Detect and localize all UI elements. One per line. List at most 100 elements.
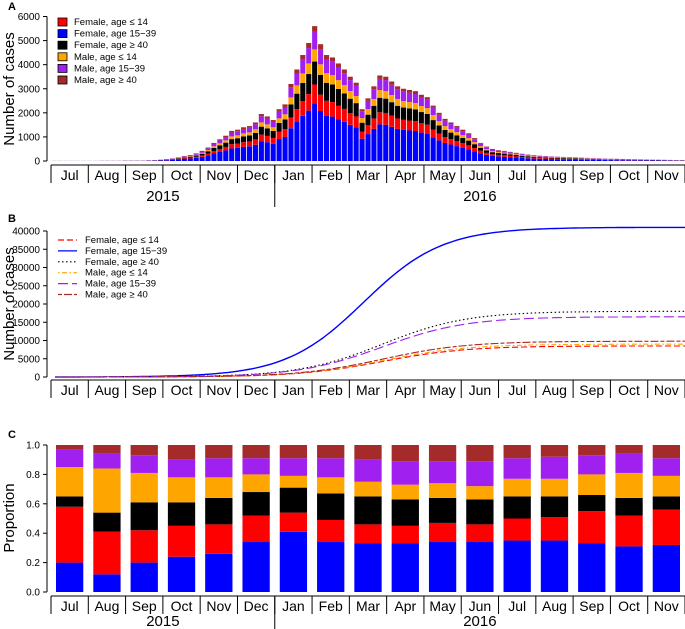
panel-a-bar-segment	[329, 61, 336, 76]
panel-a-bar-segment	[211, 150, 217, 154]
panel-a-bar-segment	[353, 96, 359, 104]
panel-c-bar-segment	[93, 445, 121, 454]
panel-a-bar-segment	[560, 159, 567, 161]
panel-a-bar-segment	[395, 86, 401, 90]
panel-c-bar-segment	[466, 542, 494, 592]
panel-a-bar-segment	[400, 107, 407, 120]
panel-a-bar-segment	[436, 133, 442, 141]
panel-a-bar-segment	[472, 148, 478, 152]
panel-a-bar-segment	[241, 133, 247, 137]
panel-a-bar-segment	[501, 156, 507, 161]
panel-a-bar-segment	[377, 97, 383, 113]
panel-a-bar-segment	[555, 159, 561, 161]
panel-a-bar-segment	[531, 156, 537, 158]
panel-a-bar-segment	[329, 84, 336, 103]
panel-c-bar-segment	[242, 542, 270, 592]
panel-a-x-tick-label: Aug	[94, 167, 119, 183]
panel-a-x-tick-label: Oct	[171, 167, 193, 183]
panel-a-legend-swatch	[57, 52, 68, 62]
panel-a-bar-segment	[424, 133, 430, 161]
panel-c-x-tick-label: Sep	[579, 598, 604, 614]
panel-a-bar-segment	[478, 150, 484, 154]
panel-a-bar-segment	[460, 147, 466, 161]
panel-c-bar-segment	[242, 474, 270, 493]
panel-a-bar-segment	[454, 141, 460, 147]
panel-a-bar-segment	[229, 132, 235, 137]
panel-a-bar-segment	[442, 120, 448, 127]
panel-a-y-tick-label: 3000	[18, 84, 41, 95]
panel-a-bar-segment	[430, 115, 436, 121]
panel-a-bar-segment	[489, 148, 495, 150]
panel-a-bar-segment	[199, 150, 205, 152]
panel-a-x-tick-label: Aug	[542, 167, 567, 183]
panel-a-bar-segment	[163, 160, 170, 161]
panel-c-bar-segment	[279, 458, 308, 476]
panel-a-bar-segment	[211, 143, 217, 147]
panel-a-bar-segment	[229, 130, 235, 133]
panel-a-bar-segment	[199, 153, 205, 156]
panel-b-x-tick-label: Feb	[319, 382, 343, 398]
panel-c-year-label: 2016	[463, 613, 496, 629]
panel-a-y-axis-label: Number of cases	[1, 32, 18, 145]
panel-c-x-tick-label: Jun	[469, 598, 492, 614]
panel-a-bar-segment	[252, 132, 258, 140]
panel-c-bar-segment	[167, 459, 196, 478]
panel-c-bar-segment	[466, 524, 494, 543]
panel-a-bar-segment	[323, 100, 330, 116]
panel-a-bar-segment	[418, 123, 424, 133]
panel-a-bar-segment	[430, 120, 436, 130]
panel-c-bar-segment	[56, 445, 84, 450]
panel-c-bar-segment	[652, 475, 680, 497]
panel-c-bar-segment	[130, 530, 158, 563]
panel-a-x-tick-label: Mar	[356, 167, 380, 183]
panel-c-x-tick-label: Oct	[171, 598, 193, 614]
panel-a-bar-segment	[377, 90, 383, 98]
panel-c-bar-segment	[615, 472, 643, 498]
panel-c-bar-segment	[615, 515, 643, 547]
panel-a-bar-segment	[223, 150, 229, 161]
panel-a-bar-segment	[525, 155, 531, 157]
panel-a-bar-segment	[246, 132, 253, 136]
panel-a-bar-segment	[495, 156, 501, 161]
panel-a-bar-segment	[412, 109, 418, 122]
panel-a-bar-segment	[181, 157, 187, 159]
panel-a-bar-segment	[282, 129, 288, 137]
panel-b-legend-label: Female, age 15−39	[85, 246, 167, 257]
panel-a-bar-segment	[395, 128, 401, 161]
panel-a-bar-segment	[252, 129, 258, 133]
panel-a-bar-segment	[323, 59, 330, 74]
panel-a-bar-segment	[264, 128, 270, 136]
panel-a-bar-segment	[300, 100, 306, 116]
panel-a-bar-segment	[495, 154, 501, 157]
panel-a-bar-segment	[335, 105, 341, 120]
panel-b-legend-label: Male, age ≥ 40	[85, 290, 148, 301]
panel-c-bar-segment	[167, 445, 196, 460]
panel-a-bar-segment	[347, 98, 353, 114]
panel-a-bar-segment	[246, 126, 253, 128]
panel-a-bar-segment	[371, 89, 377, 100]
panel-a-bar-segment	[276, 139, 282, 161]
panel-a-bar-segment	[460, 131, 466, 136]
panel-a-y-tick-label: 4000	[18, 60, 41, 71]
panel-a-bar-segment	[187, 157, 193, 159]
panel-a-bar-segment	[282, 104, 288, 107]
panel-a-bar-segment	[223, 137, 229, 141]
panel-a-bar-segment	[205, 150, 211, 152]
panel-a-bar-segment	[608, 160, 614, 161]
panel-a-bar-segment	[543, 157, 549, 159]
panel-c-bar-segment	[279, 475, 308, 488]
panel-a-bar-segment	[478, 147, 484, 151]
panel-a-bar-segment	[306, 63, 312, 75]
panel-c-bar-segment	[540, 496, 569, 518]
panel-a-bar-segment	[442, 137, 448, 143]
panel-a-bar-segment	[418, 94, 424, 98]
panel-a-bar-segment	[525, 156, 531, 158]
panel-b-x-tick-label: May	[429, 382, 455, 398]
panel-a-bar-segment	[643, 160, 650, 161]
panel-a-bar-segment	[424, 113, 430, 125]
panel-a-y-tick-label: 0	[34, 157, 40, 168]
panel-a-bar-segment	[602, 160, 608, 161]
panel-b-x-tick-label: Aug	[542, 382, 567, 398]
panel-a-bar-segment	[501, 153, 507, 156]
